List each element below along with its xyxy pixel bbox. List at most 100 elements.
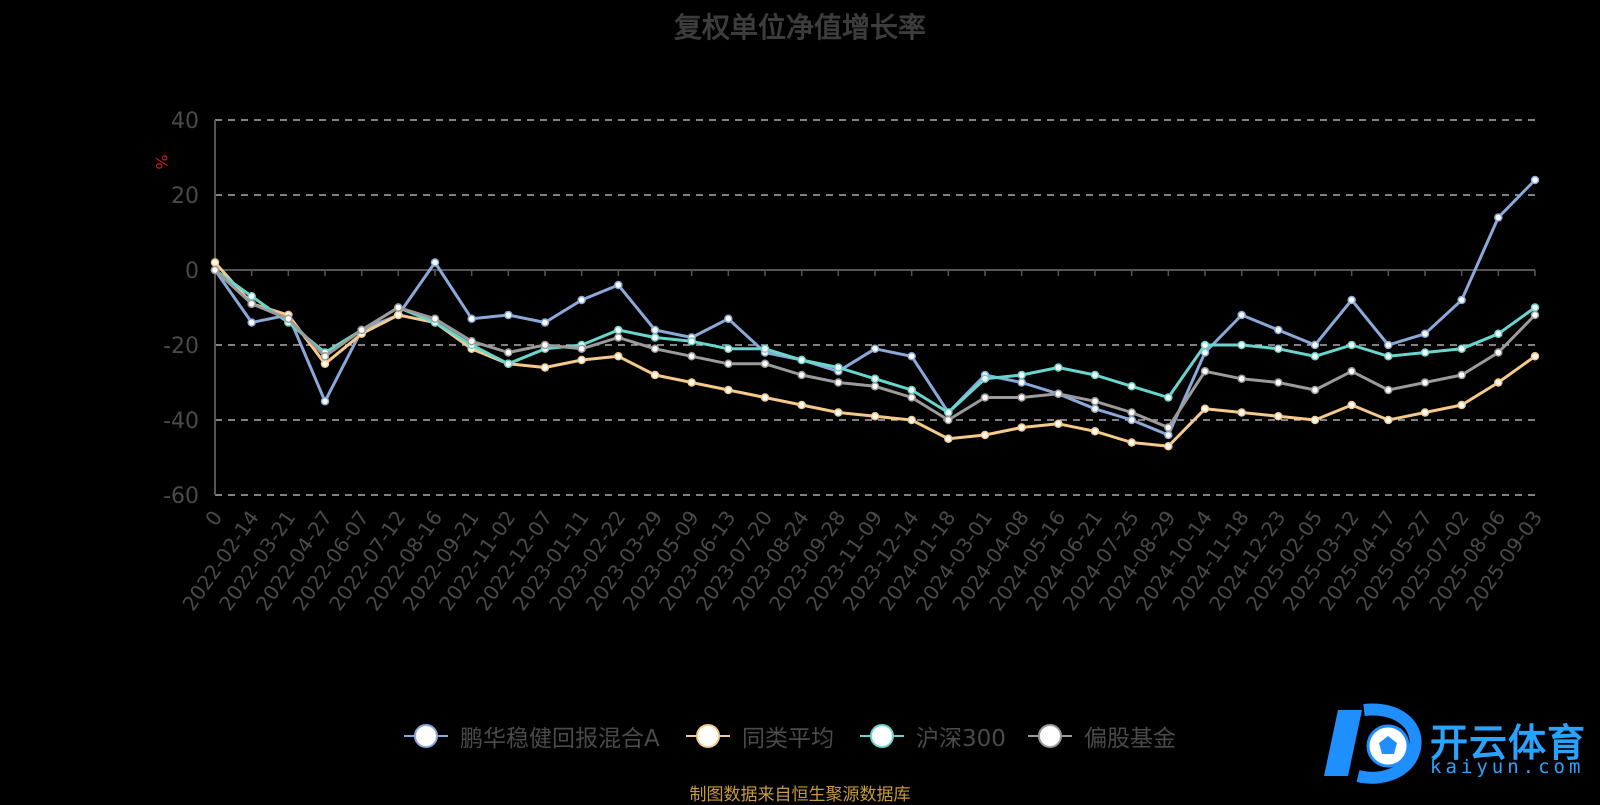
series-point-1 (1017, 423, 1026, 432)
series-point-1 (1494, 378, 1503, 387)
series-point-0 (1420, 329, 1430, 338)
legend-label-equity-funds: 偏股基金 (1084, 726, 1176, 752)
legend-item-fund[interactable]: 鹏华稳健回报混合A (404, 716, 660, 756)
series-point-2 (614, 325, 623, 335)
watermark-text: 开云体育 (1430, 721, 1587, 765)
series-point-3 (797, 370, 806, 380)
series-point-1 (540, 363, 550, 372)
series-point-2 (1384, 352, 1393, 361)
series-point-3 (1274, 378, 1283, 387)
watermark-logo: 开云体育 kaiyun.com (1318, 698, 1600, 788)
y-tick-label: -60 (163, 484, 199, 509)
series-point-1 (907, 415, 916, 425)
series-point-3 (1017, 393, 1026, 402)
legend-swatch-fund (404, 724, 448, 748)
series-point-3 (247, 299, 256, 308)
series-point-1 (1090, 427, 1100, 436)
series-point-3 (540, 340, 550, 350)
y-tick-label: 0 (185, 259, 199, 284)
series-point-2 (1017, 370, 1026, 380)
series-point-1 (614, 352, 623, 361)
plot-area: 40200-20-40-60%02022-02-142022-03-212022… (152, 109, 1547, 615)
series-point-0 (1090, 404, 1100, 413)
series-point-3 (870, 382, 880, 391)
series-point-0 (1384, 340, 1393, 350)
series-point-1 (724, 385, 733, 395)
series-point-1 (1347, 400, 1356, 410)
series-point-0 (320, 397, 330, 406)
series-point-3 (724, 359, 733, 368)
legend-item-equity-funds[interactable]: 偏股基金 (1028, 716, 1176, 756)
series-point-3 (1457, 370, 1466, 380)
series-point-3 (980, 393, 990, 402)
series-point-1 (1164, 442, 1173, 451)
series-point-2 (247, 292, 256, 301)
series-point-2 (650, 333, 660, 342)
series-point-0 (1237, 310, 1246, 320)
series-point-3 (687, 352, 696, 361)
series-point-1 (1127, 438, 1136, 447)
series-point-1 (687, 378, 696, 387)
series-point-0 (1274, 325, 1283, 335)
series-point-3 (1310, 385, 1320, 395)
series-point-1 (1200, 404, 1210, 413)
series-point-0 (430, 258, 440, 267)
series-point-3 (210, 265, 220, 275)
series-point-3 (394, 303, 403, 312)
series-point-0 (247, 318, 256, 327)
series-point-1 (1384, 415, 1393, 425)
series-point-3 (430, 314, 440, 323)
series-point-2 (1347, 340, 1356, 350)
series-point-3 (1384, 385, 1393, 395)
series-point-2 (1237, 340, 1246, 350)
series-point-3 (760, 359, 770, 368)
y-tick-label: 20 (171, 184, 199, 209)
series-point-0 (907, 352, 916, 361)
series-point-2 (504, 359, 513, 368)
legend-label-csi300: 沪深300 (916, 726, 1006, 752)
series-point-0 (724, 314, 733, 323)
series-point-3 (1090, 397, 1100, 406)
series-point-2 (980, 374, 990, 383)
series-point-1 (577, 355, 586, 365)
series-point-1 (320, 359, 330, 368)
series-point-3 (504, 348, 513, 357)
series-point-0 (1164, 430, 1173, 440)
legend-swatch-equity-funds (1028, 724, 1072, 748)
series-point-0 (1457, 295, 1466, 305)
series-point-2 (724, 344, 733, 353)
y-axis-label: % (152, 154, 171, 169)
series-point-2 (870, 374, 880, 383)
series-point-0 (1347, 295, 1356, 305)
legend-label-fund: 鹏华稳健回报混合A (460, 726, 660, 752)
series-point-1 (870, 412, 880, 421)
series-point-2 (1457, 344, 1466, 353)
series-point-3 (467, 337, 476, 346)
series-point-0 (577, 295, 586, 305)
legend-item-csi300[interactable]: 沪深300 (860, 716, 1006, 756)
watermark-domain: kaiyun.com (1430, 756, 1585, 778)
series-point-0 (650, 325, 660, 335)
series-point-1 (1237, 408, 1246, 417)
series-point-3 (577, 344, 586, 353)
ball-logo-icon (1324, 703, 1422, 784)
series-point-3 (1530, 310, 1540, 320)
series-point-3 (1347, 367, 1356, 376)
series-point-3 (1164, 423, 1173, 432)
series-point-2 (1164, 393, 1173, 402)
series-point-2 (1127, 382, 1136, 391)
series-point-1 (1310, 415, 1320, 425)
series-point-3 (614, 333, 623, 342)
series-point-2 (907, 385, 916, 395)
series-point-0 (540, 318, 550, 327)
series-point-0 (1127, 415, 1136, 425)
series-point-1 (944, 434, 953, 443)
series-point-0 (614, 280, 623, 290)
x-tick-label: 0 (200, 506, 227, 530)
series-point-0 (870, 344, 880, 353)
series-point-2 (687, 337, 696, 346)
legend-item-peer-average[interactable]: 同类平均 (686, 716, 834, 756)
series-point-1 (394, 310, 403, 320)
series-point-1 (760, 393, 770, 402)
